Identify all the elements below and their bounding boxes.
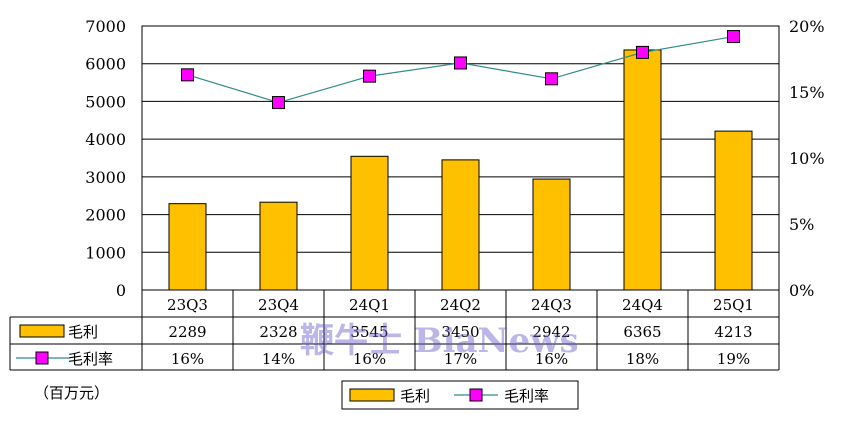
y-right-tick-label: 0% bbox=[789, 281, 814, 300]
bar bbox=[532, 178, 571, 291]
bar-value-label: 2289 bbox=[168, 323, 206, 341]
margin-marker bbox=[545, 72, 558, 86]
y-left-tick-label: 4000 bbox=[85, 130, 126, 149]
y-right-tick-label: 10% bbox=[789, 149, 825, 168]
bar-value-label: 3545 bbox=[350, 323, 388, 341]
row-key-marker bbox=[35, 351, 49, 365]
category-label: 23Q3 bbox=[167, 296, 208, 314]
margin-value-label: 14% bbox=[262, 350, 295, 368]
bar-series bbox=[168, 49, 753, 291]
margin-marker bbox=[363, 69, 376, 83]
y-left-tick-label: 1000 bbox=[85, 243, 126, 262]
margin-value-label: 16% bbox=[535, 350, 568, 368]
margin-value-label: 19% bbox=[717, 350, 750, 368]
bar-value-label: 6365 bbox=[623, 323, 661, 341]
margin-value-label: 16% bbox=[171, 350, 204, 368]
legend-label-gross-margin: 毛利率 bbox=[504, 387, 549, 405]
bar-value-label: 4213 bbox=[714, 323, 752, 341]
y-left-tick-label: 2000 bbox=[85, 206, 126, 225]
bar-value-label: 3450 bbox=[441, 323, 479, 341]
bar-value-label: 2942 bbox=[532, 323, 570, 341]
category-label: 24Q3 bbox=[531, 296, 572, 314]
margin-value-label: 18% bbox=[626, 350, 659, 368]
bar bbox=[259, 201, 298, 291]
row-key-bar bbox=[19, 324, 65, 338]
category-label: 24Q1 bbox=[349, 296, 390, 314]
y-left-tick-label: 3000 bbox=[85, 168, 126, 187]
y-left-tick-label: 6000 bbox=[85, 55, 126, 74]
y-left-tick-label: 7000 bbox=[85, 17, 126, 36]
data-table: 23Q3 23Q4 24Q1 24Q2 24Q3 24Q4 25Q1 2289 2328 3545… bbox=[9, 289, 780, 371]
margin-marker bbox=[272, 96, 285, 110]
category-label: 25Q1 bbox=[713, 296, 754, 314]
bar bbox=[623, 49, 662, 291]
legend-key-bar bbox=[349, 388, 395, 402]
y-right-tick-label: 20% bbox=[789, 17, 825, 36]
margin-value-label: 16% bbox=[353, 350, 386, 368]
margin-marker bbox=[181, 68, 194, 82]
row-header-gross-margin: 毛利率 bbox=[68, 350, 113, 368]
bar bbox=[350, 155, 389, 291]
legend-key-marker bbox=[469, 388, 483, 402]
y-right-tick-label: 5% bbox=[789, 215, 814, 234]
bar bbox=[168, 203, 207, 291]
unit-note: （百万元） bbox=[34, 384, 109, 402]
y-right-tick-label: 15% bbox=[789, 83, 825, 102]
bar bbox=[714, 130, 753, 291]
margin-marker bbox=[636, 45, 649, 59]
margin-value-label: 17% bbox=[444, 350, 477, 368]
margin-marker bbox=[454, 56, 467, 70]
margin-marker bbox=[727, 30, 740, 44]
bar bbox=[441, 159, 480, 291]
legend-label-gross-profit: 毛利 bbox=[400, 387, 430, 405]
category-label: 24Q4 bbox=[622, 296, 663, 314]
watermark: 鞭牛士 BiaNews bbox=[300, 321, 579, 361]
y-left-tick-label: 5000 bbox=[85, 92, 126, 111]
category-label: 24Q2 bbox=[440, 296, 481, 314]
category-label: 23Q4 bbox=[258, 296, 299, 314]
row-header-gross-profit: 毛利 bbox=[68, 323, 98, 341]
margin-line-series bbox=[181, 30, 740, 110]
y-left-tick-label: 0 bbox=[116, 281, 126, 300]
bar-value-label: 2328 bbox=[259, 323, 297, 341]
legend: 毛利 毛利率 bbox=[341, 380, 579, 410]
